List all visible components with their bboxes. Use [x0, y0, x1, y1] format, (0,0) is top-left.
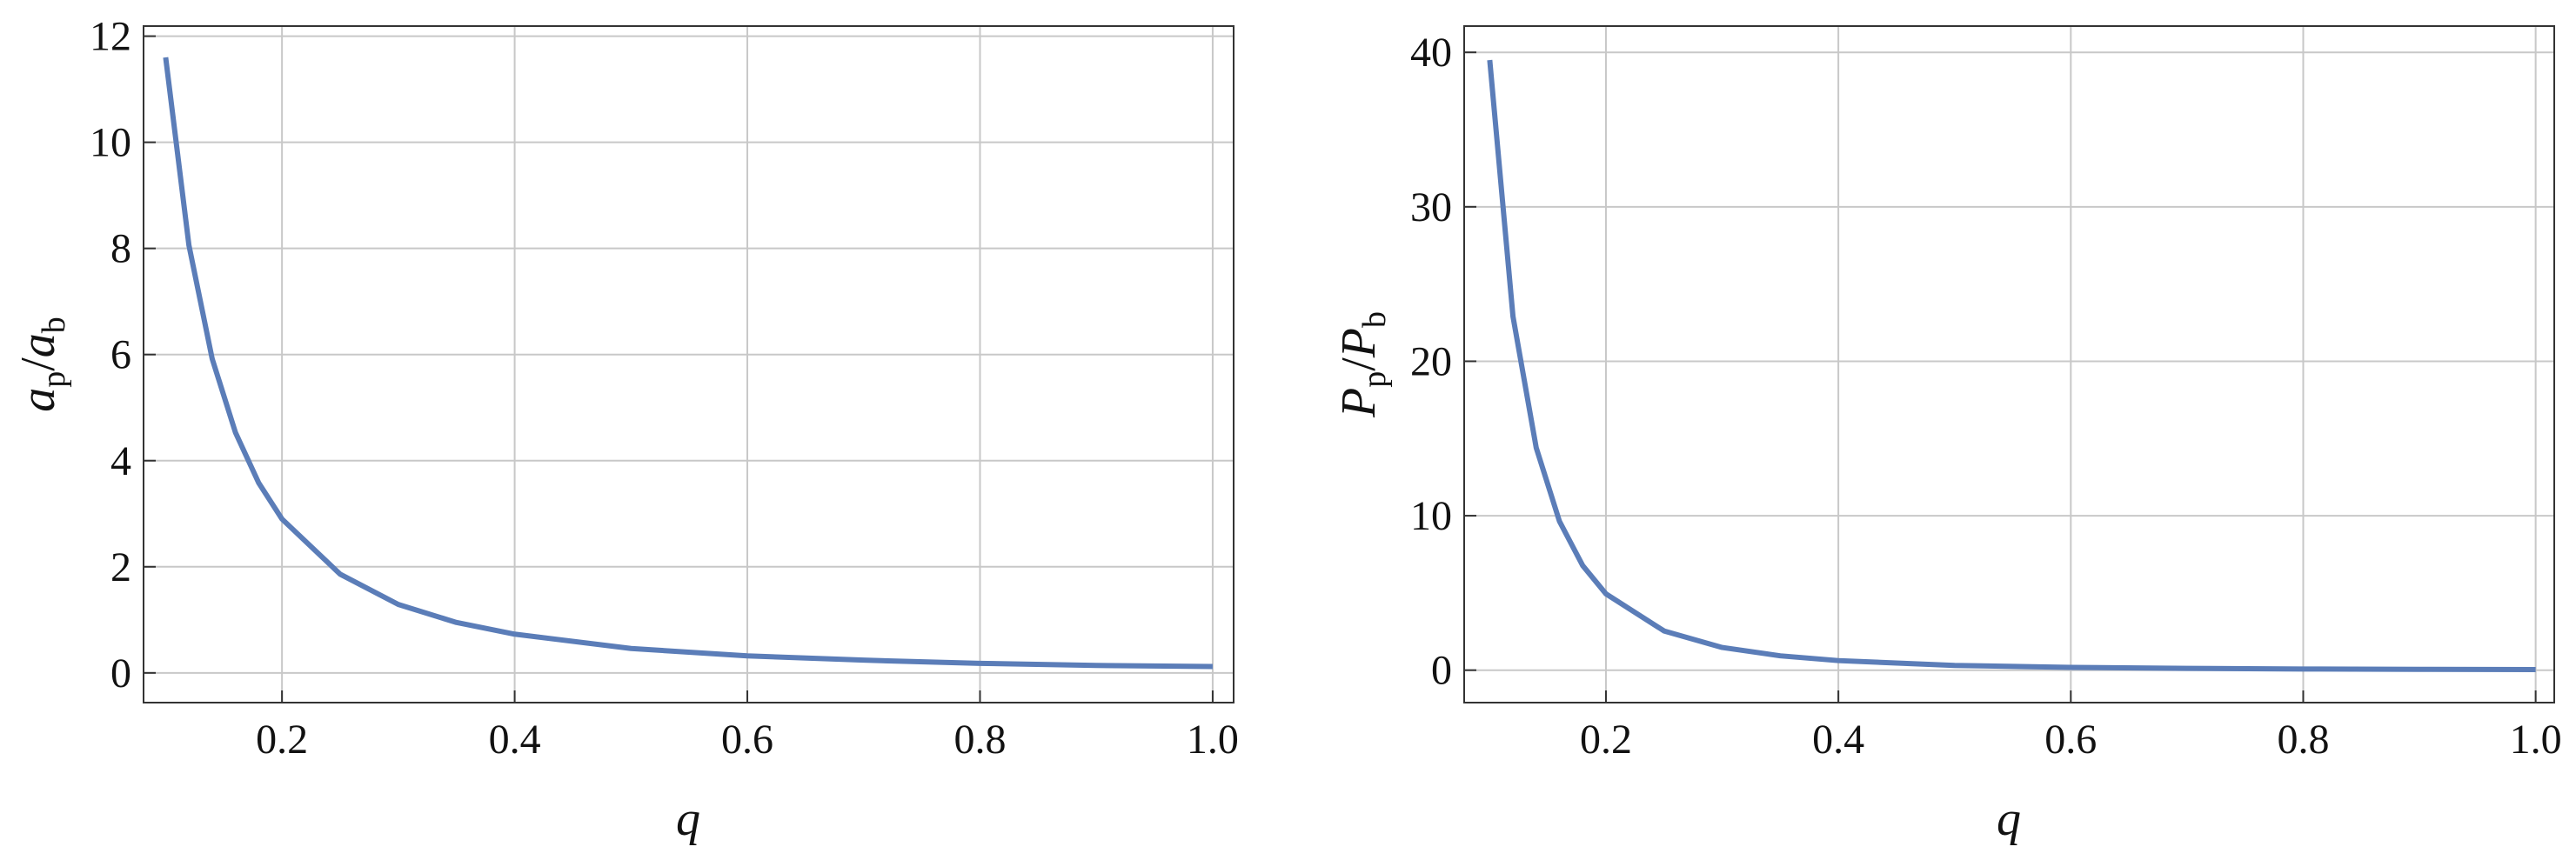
data-line	[163, 57, 1213, 670]
y-tick-label: 10	[90, 120, 131, 166]
x-axis-label: q	[676, 792, 700, 846]
y-label-part: p	[36, 371, 72, 388]
x-tick-label: 0.4	[489, 717, 541, 763]
x-tick-label: 0.4	[1812, 717, 1864, 763]
y-label-part: /	[1332, 357, 1386, 371]
y-axis-label: Pp/Pb	[1332, 311, 1393, 418]
y-axis-label: ap/ab	[11, 317, 72, 412]
y-tick-label: 6	[110, 332, 131, 378]
plot-frame	[143, 25, 1234, 703]
x-axis-label: q	[1997, 792, 2021, 846]
y-label-part: b	[1356, 311, 1393, 328]
y-tick-label: 40	[1410, 30, 1452, 76]
y-label-part: a	[11, 333, 65, 357]
y-label-part: p	[1356, 371, 1393, 388]
y-tick-label: 0	[1431, 648, 1452, 694]
x-tick-label: 0.2	[256, 717, 308, 763]
y-tick-label: 12	[90, 14, 131, 60]
x-tick-label: 0.8	[953, 717, 1006, 763]
x-tick-label: 0.8	[2277, 717, 2329, 763]
x-tick-label: 1.0	[2510, 717, 2562, 763]
x-tick-label: 1.0	[1187, 717, 1239, 763]
y-tick-label: 20	[1410, 338, 1452, 384]
y-tick-label: 4	[110, 438, 131, 484]
y-label-part: P	[1332, 328, 1386, 358]
y-tick-label: 8	[110, 226, 131, 272]
x-tick-label: 0.6	[2044, 717, 2097, 763]
x-tick-label: 0.2	[1580, 717, 1632, 763]
y-tick-label: 10	[1410, 493, 1452, 539]
y-tick-label: 30	[1410, 184, 1452, 230]
y-label-part: /	[11, 357, 65, 371]
data-line	[1487, 59, 2536, 672]
y-label-part: P	[1332, 388, 1386, 418]
y-label-part: b	[36, 317, 72, 333]
plot-frame	[1463, 25, 2555, 703]
x-tick-label: 0.6	[721, 717, 773, 763]
y-tick-label: 2	[110, 544, 131, 590]
y-tick-label: 0	[110, 650, 131, 697]
y-label-part: a	[11, 388, 65, 412]
